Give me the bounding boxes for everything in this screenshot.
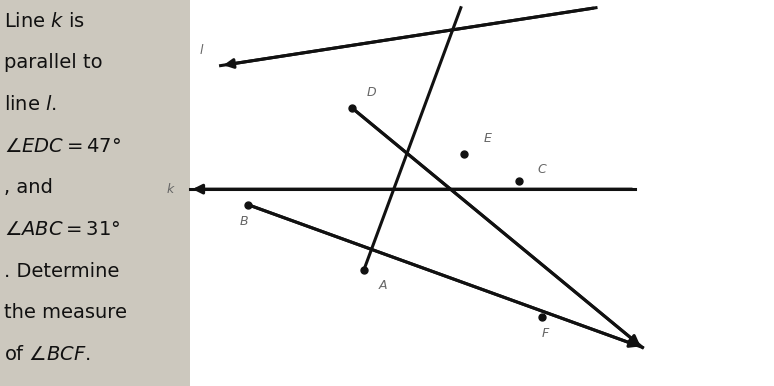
Text: Line $k$ is: Line $k$ is [4,12,85,30]
Text: . Determine: . Determine [4,262,119,281]
Text: , and: , and [4,178,53,197]
Text: l: l [200,44,203,57]
Bar [190,0,774,386]
Text: the measure: the measure [4,303,127,322]
Text: E: E [484,132,491,146]
Text: B: B [239,215,248,229]
Text: C: C [537,163,546,176]
Text: parallel to: parallel to [4,53,102,72]
Text: k: k [166,183,174,196]
Text: $\angle EDC = 47\degree$: $\angle EDC = 47\degree$ [4,137,121,156]
Text: $\angle ABC = 31\degree$: $\angle ABC = 31\degree$ [4,220,120,239]
Text: F: F [542,327,550,340]
Text: line $l$.: line $l$. [4,95,57,114]
Text: A: A [379,279,387,292]
Text: of $\angle BCF$.: of $\angle BCF$. [4,345,91,364]
Text: D: D [367,86,376,99]
